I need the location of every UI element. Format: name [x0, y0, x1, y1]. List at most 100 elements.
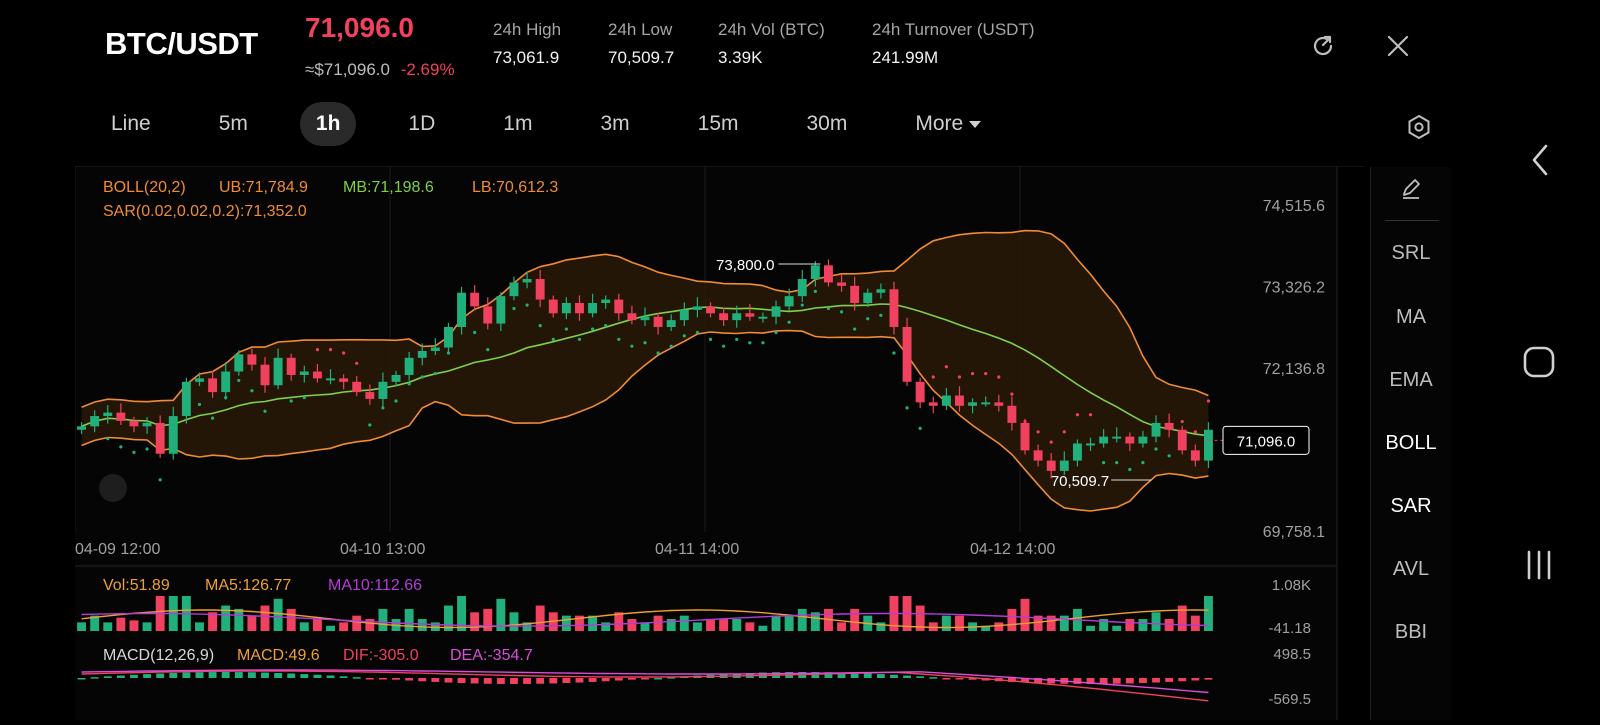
macd-y-top: 498.5	[1273, 646, 1311, 663]
volume-bar	[1099, 619, 1109, 631]
close-icon[interactable]	[1380, 28, 1416, 64]
candle-body	[90, 416, 100, 427]
volume-bar	[195, 622, 204, 631]
sar-dot	[132, 450, 136, 454]
system-nav-bar	[1510, 0, 1600, 720]
macd-histogram-bar	[195, 672, 204, 678]
candle-body	[391, 374, 401, 382]
candle-body	[784, 296, 794, 307]
indicator-srl[interactable]: SRL	[1391, 242, 1431, 264]
home-icon[interactable]	[1517, 340, 1561, 384]
stat-high: 24h High 73,061.9	[493, 20, 561, 68]
macd-histogram-bar	[156, 673, 165, 678]
sar-dot	[839, 310, 844, 314]
back-icon[interactable]	[1520, 140, 1560, 180]
tab-1d[interactable]: 1D	[408, 112, 436, 135]
macd-histogram-bar	[90, 677, 99, 679]
candle-body	[1072, 443, 1082, 461]
volume-bar	[601, 622, 611, 631]
candle-body	[627, 313, 637, 321]
volume-bar	[496, 598, 506, 631]
sar-dot	[407, 382, 411, 386]
sar-dot	[1154, 447, 1158, 451]
tab-15m[interactable]: 15m	[697, 112, 739, 135]
macd-histogram-bar	[457, 678, 466, 684]
sar-dot	[577, 337, 582, 341]
tab-5m[interactable]: 5m	[218, 112, 248, 135]
sar-dot	[459, 317, 464, 321]
indicator-ema[interactable]: EMA	[1389, 369, 1433, 391]
indicator-bbi[interactable]: BBI	[1394, 621, 1428, 643]
tab-3m[interactable]: 3m	[600, 112, 630, 135]
sar-dot	[604, 324, 608, 328]
sar-dot	[1062, 430, 1066, 434]
sar-dot	[813, 289, 817, 293]
recents-icon[interactable]	[1517, 545, 1561, 585]
rotate-icon[interactable]	[1305, 28, 1341, 64]
indicator-boll[interactable]: BOLL	[1385, 432, 1437, 454]
volume-bar	[103, 622, 113, 631]
volume-bar	[1151, 612, 1161, 631]
macd-histogram-bar	[575, 678, 584, 683]
macd-histogram-bar	[1021, 678, 1029, 683]
macd-histogram-bar	[392, 678, 400, 680]
macd-histogram-bar	[483, 678, 492, 684]
macd-histogram-bar	[234, 672, 243, 678]
stat-label: 24h Vol (BTC)	[718, 20, 825, 39]
volume-bar	[404, 608, 414, 631]
sar-dot	[145, 447, 149, 451]
volume-bar	[339, 622, 349, 631]
reset-view-icon	[99, 474, 127, 502]
candle-body	[247, 354, 257, 365]
macd-histogram-bar	[116, 675, 125, 678]
candle-body	[745, 313, 755, 317]
indicator-avl[interactable]: AVL	[1392, 558, 1430, 580]
sar-dot	[342, 351, 346, 355]
more-dropdown[interactable]: More	[899, 102, 997, 146]
volume-bar	[915, 605, 925, 631]
low-annotation: 70,509.7	[1051, 473, 1109, 490]
stat-value: 73,061.9	[493, 48, 560, 67]
macd-histogram-bar	[824, 672, 833, 678]
sar-dot	[486, 347, 490, 352]
settings-hexagon-icon[interactable]	[1402, 110, 1436, 144]
macd-histogram-bar	[1152, 678, 1160, 683]
candle-body	[850, 285, 860, 304]
indicator-ma[interactable]: MA	[1396, 306, 1426, 328]
caret-down-icon	[969, 120, 982, 128]
volume-bar	[378, 608, 388, 631]
volume-bar	[129, 620, 139, 631]
boll-upper-line	[81, 229, 1209, 408]
sar-dot	[106, 437, 110, 441]
macd-histogram-bar	[1073, 678, 1082, 684]
volume-bar	[365, 619, 375, 631]
edit-pencil-icon[interactable]	[1371, 177, 1451, 207]
volume-bar	[666, 619, 676, 631]
tab-1m[interactable]: 1m	[503, 112, 533, 135]
candle-body	[430, 347, 440, 351]
macd-histogram-bar	[77, 678, 86, 680]
tab-30m[interactable]: 30m	[806, 112, 848, 135]
candle-body	[1086, 443, 1095, 446]
volume-bar	[745, 622, 755, 631]
sar-dot	[1023, 419, 1027, 424]
sar-dot	[630, 344, 634, 348]
candle-body	[509, 282, 519, 297]
macd-histogram-bar	[444, 678, 453, 683]
y-tick-label: 69,758.1	[1263, 524, 1325, 541]
macd-histogram-bar	[536, 678, 545, 684]
sar-dot	[1075, 413, 1080, 417]
indicator-sar[interactable]: SAR	[1390, 495, 1432, 517]
sar-dot	[197, 402, 202, 407]
macd-histogram-bar	[103, 676, 112, 678]
sar-dot	[210, 416, 215, 420]
candle-body	[365, 392, 375, 399]
tab-1h[interactable]: 1h	[299, 102, 357, 146]
tab-line[interactable]: Line	[111, 112, 151, 135]
candle-body	[234, 354, 244, 372]
macd-histogram-bar	[955, 678, 964, 680]
candle-body	[1046, 460, 1056, 471]
sar-dot	[446, 351, 451, 355]
kline-chart[interactable]: BOLL(20,2) UB:71,784.9 MB:71,198.6 LB:70,61…	[74, 165, 1435, 720]
volume-bar	[1125, 619, 1135, 631]
